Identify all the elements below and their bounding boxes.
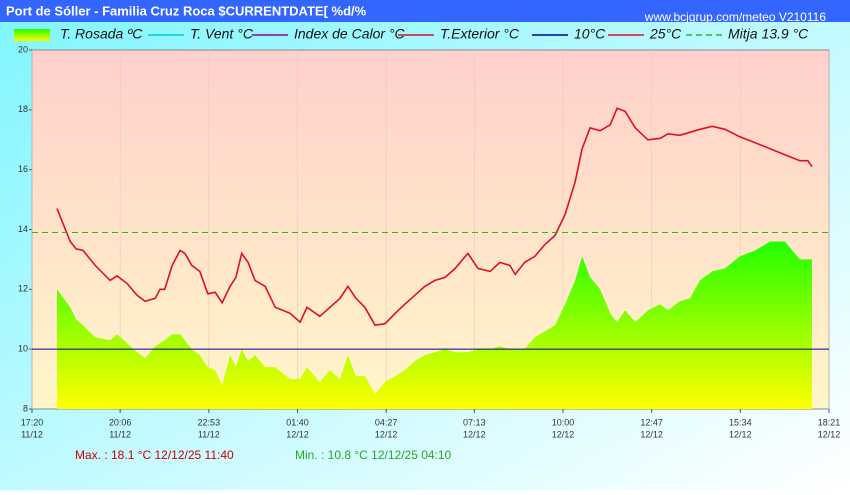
x-tick-date: 12/12 [286,429,309,439]
legend-label: T. Rosada ºC [60,26,143,42]
x-tick-label: 10:00 [552,417,575,427]
legend-label: 25°C [649,26,682,42]
y-tick-label: 16 [18,164,28,174]
x-tick-date: 11/12 [198,429,220,439]
x-tick-label: 07:13 [463,417,486,427]
max-text: Max. : 18.1 °C 12/12/25 11:40 [75,448,234,462]
x-tick-date: 12/12 [818,429,841,439]
y-tick-label: 14 [18,224,28,234]
legend-label: T.Exterior °C [440,26,520,42]
x-tick-label: 22:53 [198,417,221,427]
legend-swatch [14,29,50,41]
x-tick-date: 12/12 [552,429,575,439]
chart-title: Port de Sóller - Familia Cruz Roca $CURR… [6,3,367,18]
x-tick-date: 12/12 [463,429,486,439]
x-tick-label: 18:21 [818,417,841,427]
y-tick-label: 8 [23,403,28,413]
x-tick-date: 12/12 [729,429,752,439]
line [56,107,813,327]
y-tick-label: 12 [18,284,28,294]
title-bar [0,0,850,22]
legend-label: Index de Calor °C [294,26,406,42]
x-tick-label: 01:40 [286,417,309,427]
legend-label: T. Vent °C [190,26,254,42]
min-text: Min. : 10.8 °C 12/12/25 04:10 [295,448,452,462]
x-tick-label: 20:06 [109,417,132,427]
x-tick-label: 17:20 [21,417,44,427]
area [56,241,813,409]
legend-label: 10°C [574,26,606,42]
x-tick-date: 12/12 [375,429,398,439]
x-tick-date: 12/12 [640,429,663,439]
x-tick-date: 11/12 [21,429,43,439]
y-tick-label: 20 [18,44,28,54]
y-tick-label: 18 [18,104,28,114]
x-tick-date: 11/12 [109,429,131,439]
x-tick-label: 04:27 [375,417,398,427]
x-tick-label: 12:47 [640,417,663,427]
chart-subtitle: www.bcjgrup.com/meteo V210116 [644,10,827,24]
legend-label: Mitja 13.9 °C [728,26,809,42]
x-tick-label: 15:34 [729,417,752,427]
y-tick-label: 10 [18,344,28,354]
